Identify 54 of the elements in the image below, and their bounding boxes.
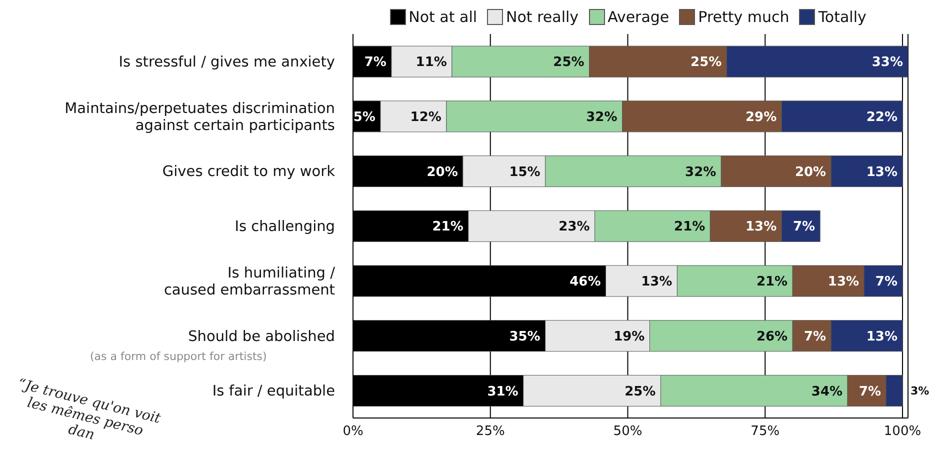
data-label: 11% bbox=[416, 55, 447, 70]
y-tick-label: Is stressful / gives me anxiety bbox=[118, 54, 336, 71]
data-label: 46% bbox=[570, 274, 601, 290]
x-tick-label: 50% bbox=[613, 424, 642, 440]
data-label: 13% bbox=[866, 164, 898, 180]
data-label: 7% bbox=[858, 384, 882, 400]
data-label: 25% bbox=[624, 384, 656, 400]
y-tick-label: Is fair / equitable bbox=[212, 384, 336, 400]
y-tick-label: Maintains/perpetuates discrimination against certain participants bbox=[64, 100, 335, 134]
data-label: 32% bbox=[685, 164, 716, 180]
data-label: 21% bbox=[432, 220, 464, 235]
text: (as a form of support for artists) bbox=[90, 349, 267, 365]
legend-label: Not at all bbox=[408, 8, 478, 26]
data-label: 13% bbox=[828, 274, 860, 290]
y-tick-label: Should be abolished bbox=[188, 328, 335, 345]
data-label: 33% bbox=[872, 55, 903, 70]
data-label: 3% bbox=[910, 384, 930, 398]
data-label: 7% bbox=[875, 274, 898, 290]
x-tick-label: 25% bbox=[476, 424, 505, 440]
data-label: 32% bbox=[586, 110, 618, 125]
data-label: 25% bbox=[553, 55, 584, 70]
data-label: 20% bbox=[426, 164, 458, 180]
legend-label: Not really bbox=[505, 8, 579, 26]
data-label: 31% bbox=[487, 384, 518, 400]
legend-label: Totally bbox=[817, 8, 866, 26]
x-tick-label: 0% bbox=[342, 424, 364, 440]
data-label: 15% bbox=[509, 164, 540, 180]
data-label: 7% bbox=[364, 55, 386, 70]
y-tick-label: Is humiliating / caused embarrassment bbox=[164, 265, 336, 298]
data-label: 13% bbox=[866, 329, 898, 344]
y-tick-label: Gives credit to my work bbox=[162, 164, 336, 180]
data-label: 12% bbox=[410, 110, 442, 125]
data-label: 21% bbox=[674, 220, 706, 235]
data-label: 26% bbox=[756, 329, 788, 344]
legend-label: Pretty much bbox=[697, 8, 790, 26]
data-label: 35% bbox=[509, 329, 540, 344]
data-label: 13% bbox=[641, 274, 672, 290]
data-label: 29% bbox=[745, 110, 777, 125]
x-tick-label: 100% bbox=[884, 424, 922, 440]
data-label: 34% bbox=[811, 384, 843, 400]
data-label: 25% bbox=[690, 55, 722, 70]
data-label: 21% bbox=[756, 274, 788, 290]
data-label: 19% bbox=[614, 329, 645, 344]
data-label: 7% bbox=[793, 220, 816, 235]
data-label: 7% bbox=[804, 329, 826, 344]
legend-label: Average bbox=[606, 8, 670, 26]
data-label: 23% bbox=[558, 220, 590, 235]
data-label: 5% bbox=[353, 110, 376, 125]
data-label: 13% bbox=[745, 220, 777, 235]
data-label: 22% bbox=[866, 110, 898, 125]
y-tick-label: Is challenging bbox=[234, 219, 335, 236]
data-label: 20% bbox=[794, 164, 826, 180]
text: “Je trouve qu'on voit les mêmes perso dan bbox=[15, 376, 162, 446]
x-tick-label: 75% bbox=[750, 424, 780, 440]
